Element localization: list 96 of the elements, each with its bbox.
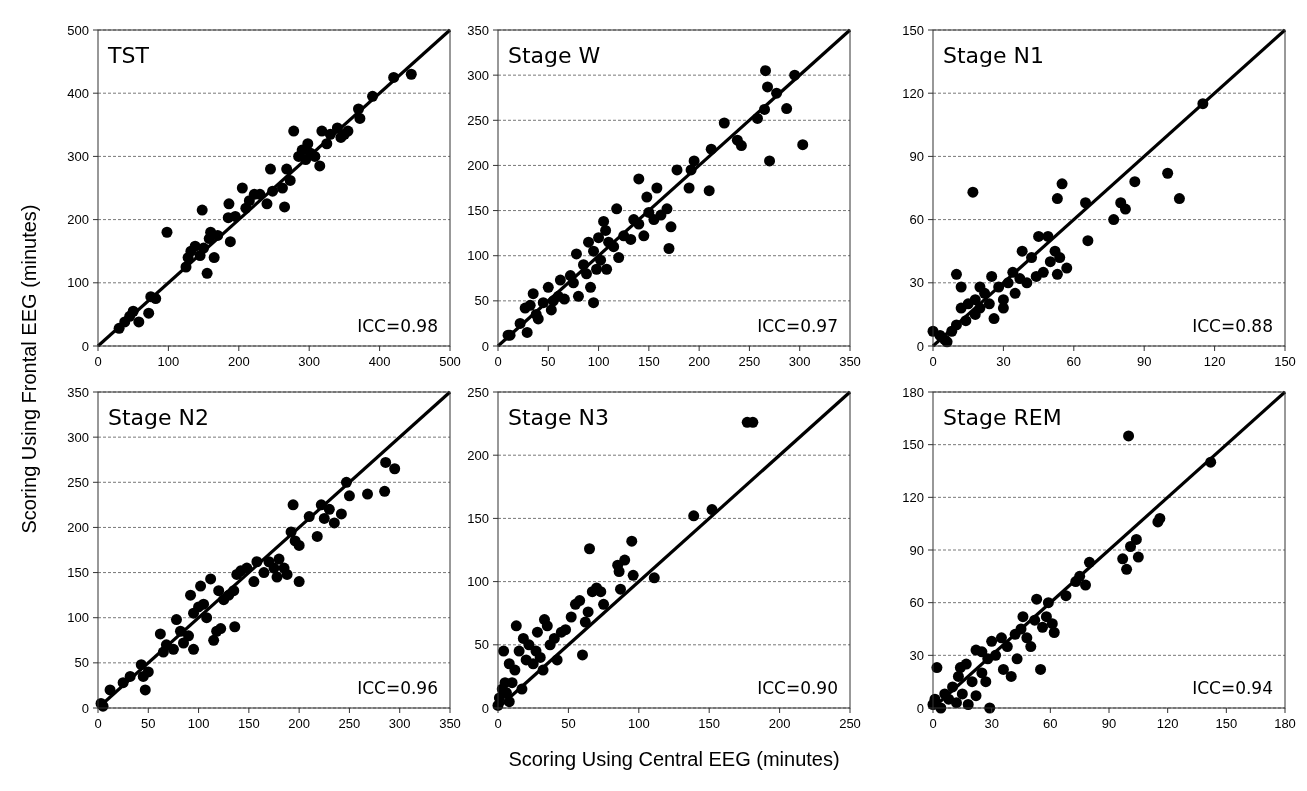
x-tick-label: 50 [541,354,556,369]
x-tick-label: 0 [929,716,937,731]
y-tick-label: 200 [67,212,89,228]
x-tick-label: 100 [627,716,650,731]
x-tick-label: 500 [439,354,461,369]
x-tick-label: 30 [984,716,999,731]
y-tick-label: 30 [909,647,924,663]
y-tick-label: 100 [467,248,489,264]
x-tick-label: 200 [288,716,310,731]
x-tick-label: 150 [698,716,721,731]
y-tick-label: 100 [67,275,89,291]
y-tick-label: 50 [74,655,89,671]
y-tick-label: 250 [467,112,489,128]
x-tick-label: 300 [788,354,811,369]
x-tick-label: 100 [187,716,210,731]
x-tick-label: 0 [494,716,502,731]
y-tick-label: 0 [481,700,489,716]
y-tick-label: 90 [909,542,924,558]
x-tick-label: 200 [768,716,791,731]
text: Stage N3 [508,405,610,430]
x-tick-label: 200 [688,354,710,369]
y-tick-label: 120 [902,85,924,101]
y-tick-label: 0 [81,338,89,354]
y-tick-label: 150 [902,22,924,38]
annotation: ICC=0.90 [757,678,838,698]
annotation: ICC=0.96 [357,678,438,698]
y-tick-label: 0 [916,700,924,716]
x-tick-label: 60 [1066,354,1082,369]
y-tick-label: 150 [902,437,924,453]
y-tick-label: 150 [467,510,489,526]
x-tick-label: 350 [839,354,861,369]
y-tick-label: 200 [467,157,489,173]
text: Stage N1 [943,43,1045,68]
y-tick-label: 300 [467,67,489,83]
y-tick-label: 60 [909,212,924,228]
y-tick-label: 100 [467,574,489,590]
x-tick-label: 150 [1215,716,1238,731]
y-tick-label: 150 [67,565,89,581]
y-tick-label: 0 [481,338,489,354]
y-tick-label: 300 [67,429,89,445]
x-tick-label: 300 [298,354,321,369]
x-tick-label: 150 [1274,354,1296,369]
y-tick-label: 50 [474,637,489,653]
x-tick-label: 0 [494,354,502,369]
y-tick-label: 250 [467,384,489,400]
x-axis-title: Scoring Using Central EEG (minutes) [508,748,840,770]
y-tick-label: 100 [67,610,89,626]
y-tick-label: 60 [909,595,924,611]
x-tick-label: 50 [141,716,156,731]
y-tick-label: 500 [67,22,89,38]
text: Stage N2 [108,405,210,430]
y-tick-label: 120 [902,489,924,505]
y-tick-label: 180 [902,384,924,400]
annotation: ICC=0.98 [357,316,438,336]
y-tick-label: 400 [67,85,89,101]
y-tick-label: 350 [467,22,489,38]
annotation: ICC=0.94 [1192,678,1273,698]
x-tick-label: 50 [561,716,576,731]
x-tick-label: 350 [439,716,461,731]
x-tick-label: 60 [1043,716,1058,731]
annotation: ICC=0.97 [757,316,838,336]
x-tick-label: 30 [996,354,1011,369]
x-tick-label: 400 [368,354,391,369]
x-tick-label: 180 [1274,716,1296,731]
x-tick-label: 250 [839,716,861,731]
y-tick-label: 0 [916,338,924,354]
x-tick-label: 120 [1156,716,1179,731]
x-tick-label: 0 [94,716,102,731]
y-tick-label: 150 [467,203,489,219]
y-tick-label: 50 [474,293,489,309]
x-tick-label: 300 [388,716,411,731]
y-tick-label: 90 [909,148,924,164]
x-tick-label: 120 [1203,354,1226,369]
y-tick-label: 350 [67,384,89,400]
y-tick-label: 250 [67,474,89,490]
x-tick-label: 90 [1136,354,1152,369]
x-tick-label: 250 [338,716,361,731]
y-tick-label: 0 [81,700,89,716]
text: Stage REM [943,405,1062,430]
text: TST [107,43,150,68]
y-tick-label: 300 [67,148,89,164]
x-tick-label: 150 [638,354,660,369]
x-tick-label: 0 [929,354,937,369]
x-tick-label: 200 [227,354,250,369]
x-tick-label: 90 [1101,716,1117,731]
y-tick-label: 30 [909,275,924,291]
x-tick-label: 100 [157,354,180,369]
annotation: ICC=0.88 [1192,316,1273,336]
y-tick-label: 200 [467,447,489,463]
x-tick-label: 150 [238,716,260,731]
text: Stage W [508,43,601,68]
x-tick-label: 250 [738,354,761,369]
y-axis-title: Scoring Using Frontal EEG (minutes) [18,204,40,534]
y-tick-label: 200 [67,519,89,535]
x-tick-label: 100 [587,354,610,369]
x-tick-label: 0 [94,354,102,369]
